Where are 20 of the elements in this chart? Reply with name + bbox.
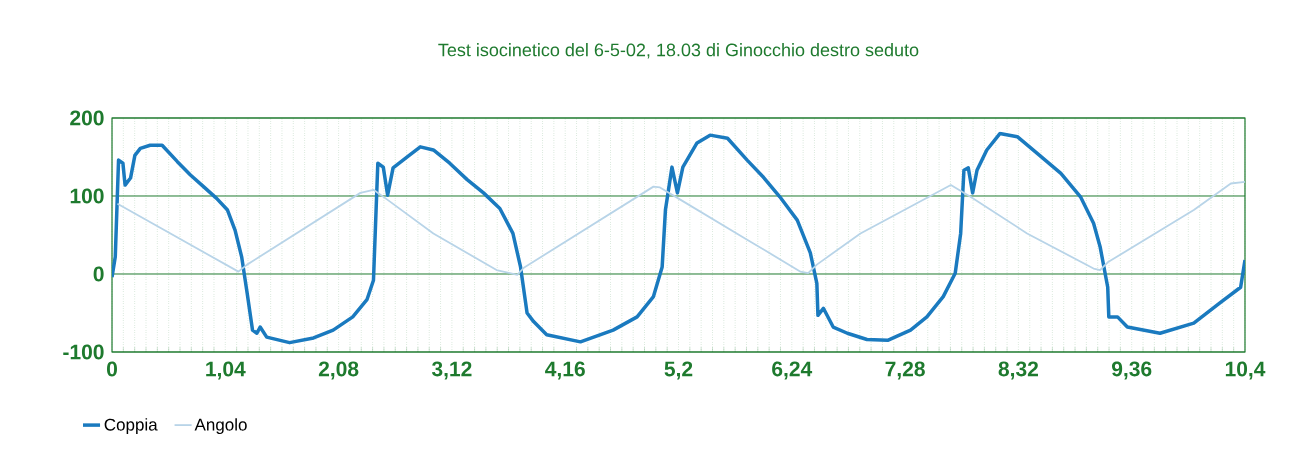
y-tick-label: 200 bbox=[70, 110, 104, 126]
chart-title: Test isocinetico del 6-5-02, 18.03 di Ginocchio destro seduto bbox=[438, 43, 919, 59]
x-tick-label: 7,28 bbox=[885, 361, 925, 380]
x-tick-label: 3,12 bbox=[431, 361, 472, 380]
x-tick-label: 8,32 bbox=[998, 361, 1038, 380]
line-series bbox=[112, 131, 1245, 345]
x-tick-label: 10,4 bbox=[1225, 361, 1266, 380]
line-series bbox=[116, 181, 1245, 276]
x-tick-label: 6,24 bbox=[772, 361, 813, 380]
x-tick-label: 1,04 bbox=[206, 361, 246, 380]
x-tick-label: 0 bbox=[107, 361, 117, 377]
y-tick-label: 100 bbox=[70, 188, 104, 204]
x-tick-label: 5,2 bbox=[664, 361, 693, 380]
x-tick-label: 2,08 bbox=[318, 361, 359, 380]
x-tick-label: 9,36 bbox=[1111, 361, 1152, 380]
y-tick-label: 0 bbox=[93, 266, 104, 282]
legend-label: Angolo bbox=[194, 418, 247, 435]
y-tick-label: -100 bbox=[63, 344, 104, 360]
x-tick-label: 4,16 bbox=[545, 361, 585, 380]
legend-label: Coppia bbox=[104, 418, 158, 435]
